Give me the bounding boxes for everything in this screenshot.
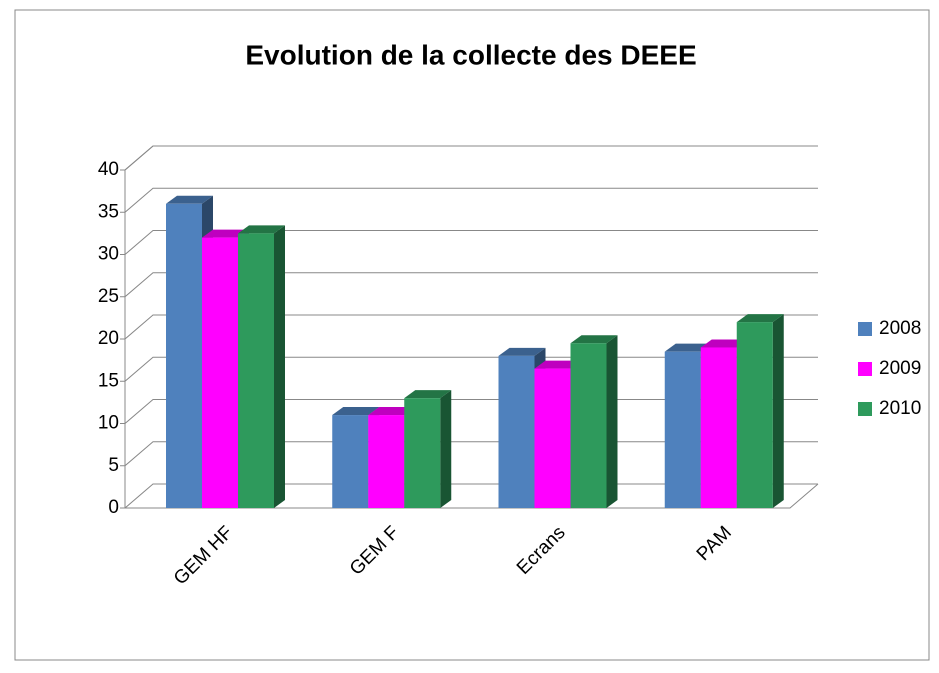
bar xyxy=(404,398,441,508)
bar-top xyxy=(166,195,213,204)
bar xyxy=(736,322,773,508)
grid-line xyxy=(124,272,818,298)
bar-top xyxy=(238,225,285,234)
bar-top xyxy=(534,360,582,369)
grid-line xyxy=(124,145,818,171)
bar xyxy=(700,347,737,508)
y-tick-label: 10 xyxy=(98,413,119,434)
legend-swatch xyxy=(858,322,872,336)
grid-line xyxy=(124,314,818,340)
bar-side xyxy=(772,314,784,508)
bar-top xyxy=(202,229,249,238)
bar xyxy=(368,415,405,508)
y-tick-label: 30 xyxy=(98,244,119,265)
legend-swatch xyxy=(858,362,872,376)
bar xyxy=(664,351,701,508)
y-tick-label: 5 xyxy=(108,455,119,476)
legend-label: 2009 xyxy=(879,358,921,379)
bar-top xyxy=(332,407,380,416)
bar-top xyxy=(736,314,784,323)
bar xyxy=(332,415,369,508)
grid-line xyxy=(124,187,818,213)
bar-top xyxy=(570,335,618,344)
bar-top xyxy=(498,347,546,356)
bar-side xyxy=(440,390,452,508)
bar-top xyxy=(664,343,712,352)
bar-top xyxy=(404,390,452,399)
y-tick-label: 35 xyxy=(98,201,119,222)
y-tick-label: 20 xyxy=(98,328,119,349)
y-tick-label: 15 xyxy=(98,370,119,391)
legend-label: 2008 xyxy=(879,318,921,339)
legend-label: 2010 xyxy=(879,398,921,419)
chart-title: Evolution de la collecte des DEEE xyxy=(245,39,696,70)
bar-side xyxy=(274,225,285,508)
bar xyxy=(202,237,238,508)
bar xyxy=(534,368,571,508)
chart-border xyxy=(14,9,930,661)
bar xyxy=(238,233,274,508)
bar-top xyxy=(700,339,748,348)
grid-line xyxy=(124,230,818,255)
bar xyxy=(166,203,202,509)
y-tick-label: 40 xyxy=(98,159,119,180)
bar-top xyxy=(368,407,416,416)
bar xyxy=(570,343,607,508)
bar-side xyxy=(606,335,618,508)
legend-swatch xyxy=(858,402,872,416)
y-tick-label: 25 xyxy=(98,286,119,307)
y-tick-label: 0 xyxy=(108,497,119,518)
bar xyxy=(498,355,535,508)
